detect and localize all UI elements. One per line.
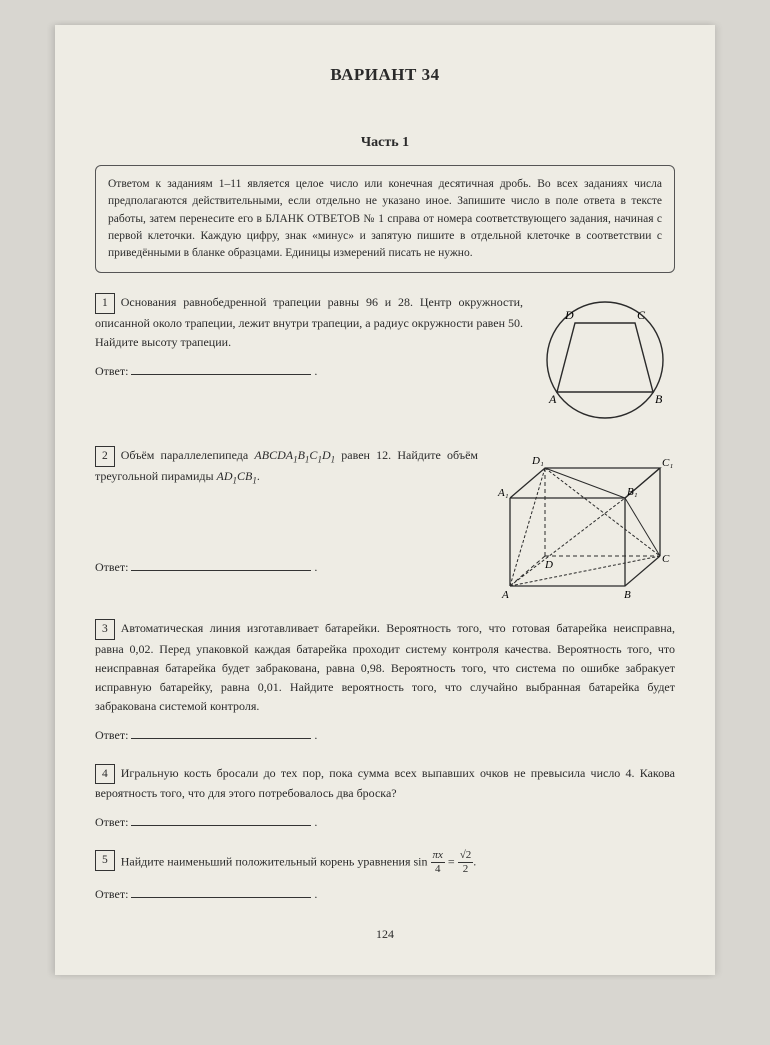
task-1: 1Основания равнобедренной трапеции равны…: [95, 293, 675, 428]
answer-label: Ответ:: [95, 560, 128, 574]
task-2-answer: Ответ: .: [95, 558, 478, 577]
fig1-label-A: A: [548, 392, 557, 406]
task-2-figure: A B C D A₁ B₁ C₁ D₁: [490, 446, 675, 601]
answer-blank[interactable]: [131, 727, 311, 739]
task-5: 5 Найдите наименьший положительный корень…: [95, 850, 675, 904]
task-1-body: Основания равнобедренной трапеции равны …: [95, 295, 523, 349]
fig2-label-D1: D₁: [531, 455, 544, 467]
task-1-text: 1Основания равнобедренной трапеции равны…: [95, 293, 523, 428]
answer-label: Ответ:: [95, 728, 128, 742]
fig2-label-B1: B₁: [627, 486, 638, 498]
part-title: Часть 1: [95, 135, 675, 151]
page-number: 124: [95, 927, 675, 942]
task-4: 4Игральную кость бросали до тех пор, пок…: [95, 764, 675, 833]
fig2-label-C: C: [662, 553, 670, 565]
task-3-body: Автоматическая линия изготавливает батар…: [95, 621, 675, 713]
task-5-answer: Ответ: .: [95, 885, 675, 904]
answer-blank[interactable]: [131, 886, 311, 898]
task-3-number: 3: [95, 619, 115, 639]
fig1-label-D: D: [564, 308, 574, 322]
task-4-answer: Ответ: .: [95, 813, 675, 832]
answer-label: Ответ:: [95, 364, 128, 378]
instruction-box: Ответом к заданиям 1–11 является целое ч…: [95, 165, 675, 273]
task-1-figure: A B C D: [535, 293, 675, 428]
fig2-label-A: A: [501, 589, 509, 601]
answer-blank[interactable]: [131, 363, 311, 375]
task-2-body-a: Объём параллелепипеда: [121, 448, 255, 462]
task-5-body: Найдите наименьший положительный корень …: [121, 855, 414, 869]
answer-blank[interactable]: [131, 559, 311, 571]
fig2-label-A1: A₁: [497, 487, 509, 499]
task-4-number: 4: [95, 764, 115, 784]
task-2-number: 2: [95, 446, 115, 466]
answer-label: Ответ:: [95, 887, 128, 901]
task-1-answer: Ответ: .: [95, 362, 523, 381]
fig2-label-B: B: [624, 589, 631, 601]
task-3-answer: Ответ: .: [95, 726, 675, 745]
answer-blank[interactable]: [131, 814, 311, 826]
fig1-label-C: C: [637, 308, 646, 322]
variant-title: ВАРИАНТ 34: [95, 65, 675, 85]
task-3: 3Автоматическая линия изготавливает бата…: [95, 619, 675, 745]
fig1-label-B: B: [655, 392, 663, 406]
fig2-label-D: D: [544, 559, 553, 571]
task-1-number: 1: [95, 293, 115, 313]
fig2-label-C1: C₁: [662, 457, 673, 469]
answer-label: Ответ:: [95, 815, 128, 829]
task-5-number: 5: [95, 850, 115, 870]
worksheet-page: ВАРИАНТ 34 Часть 1 Ответом к заданиям 1–…: [55, 25, 715, 975]
task-2: 2Объём параллелепипеда ABCDA1B1C1D1 раве…: [95, 446, 675, 601]
task-2-text: 2Объём параллелепипеда ABCDA1B1C1D1 раве…: [95, 446, 478, 601]
task-4-body: Игральную кость бросали до тех пор, пока…: [95, 766, 675, 800]
